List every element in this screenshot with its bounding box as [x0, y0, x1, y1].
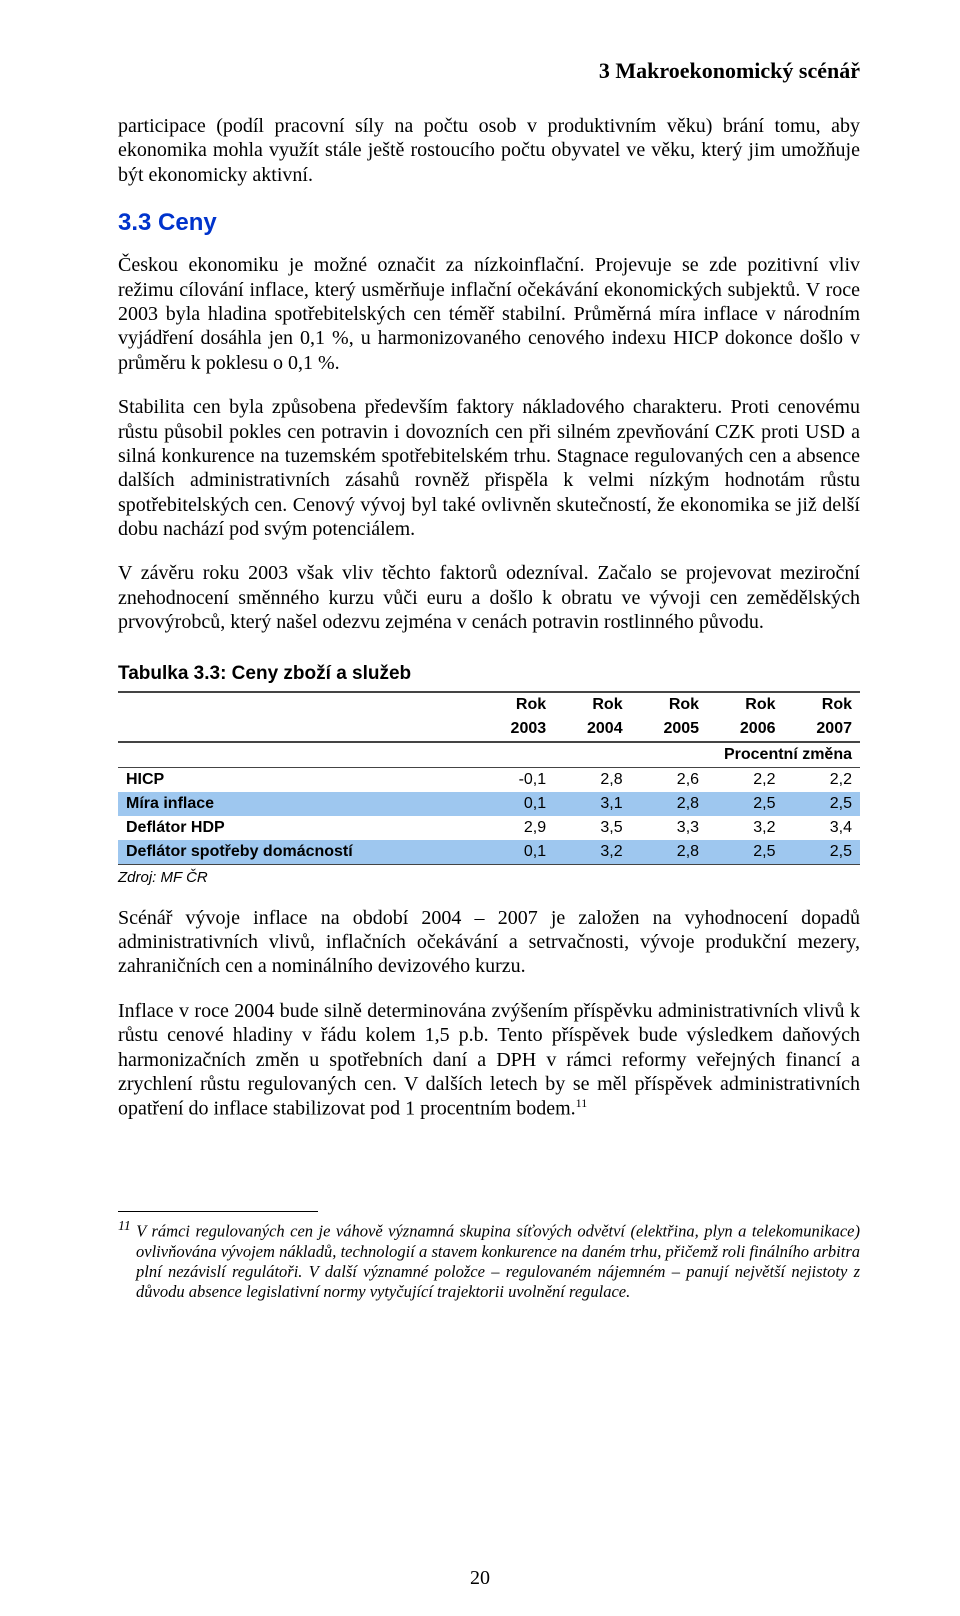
table-subheader-row: Procentní změna	[118, 742, 860, 768]
intro-paragraph: participace (podíl pracovní síly na počt…	[118, 114, 860, 187]
footnote-text: V rámci regulovaných cen je váhově význa…	[131, 1222, 860, 1301]
paragraph-5-text: Inflace v roce 2004 bude silně determino…	[118, 1000, 860, 1120]
table-cell: 0,1	[478, 840, 554, 865]
table-cell: 2,5	[784, 840, 861, 865]
table-cell: 3,5	[554, 816, 630, 840]
table-header-empty	[118, 692, 478, 717]
row-label: Deflátor spotřeby domácností	[118, 840, 478, 865]
paragraph-1: Českou ekonomiku je možné označit za níz…	[118, 253, 860, 375]
table-cell: 2,2	[707, 767, 783, 792]
table-cell: 0,1	[478, 792, 554, 816]
table-subheader: Procentní změna	[118, 742, 860, 768]
table-cell: 3,2	[707, 816, 783, 840]
table-col-label: Rok	[554, 692, 630, 717]
table-cell: 2,2	[784, 767, 861, 792]
table-row: Deflátor HDP 2,9 3,5 3,3 3,2 3,4	[118, 816, 860, 840]
table-cell: 2,5	[707, 840, 783, 865]
footnote-marker: 11	[118, 1218, 131, 1233]
table-year: 2006	[707, 717, 783, 742]
table-row: HICP -0,1 2,8 2,6 2,2 2,2	[118, 767, 860, 792]
table-row: Míra inflace 0,1 3,1 2,8 2,5 2,5	[118, 792, 860, 816]
table-col-label: Rok	[631, 692, 707, 717]
table-header-empty	[118, 717, 478, 742]
table-cell: 2,8	[631, 792, 707, 816]
table-cell: 3,1	[554, 792, 630, 816]
table-col-label: Rok	[784, 692, 861, 717]
table-cell: 3,4	[784, 816, 861, 840]
table-cell: 3,3	[631, 816, 707, 840]
document-page: 3 Makroekonomický scénář participace (po…	[0, 0, 960, 1616]
page-number: 20	[0, 1567, 960, 1590]
row-label: Míra inflace	[118, 792, 478, 816]
chapter-title: 3 Makroekonomický scénář	[118, 58, 860, 84]
table-cell: 2,6	[631, 767, 707, 792]
paragraph-3: V závěru roku 2003 však vliv těchto fakt…	[118, 561, 860, 634]
table-cell: 2,5	[784, 792, 861, 816]
footnote: 11 V rámci regulovaných cen je váhově vý…	[118, 1218, 860, 1302]
table-year: 2007	[784, 717, 861, 742]
table-year: 2003	[478, 717, 554, 742]
paragraph-4: Scénář vývoje inflace na období 2004 – 2…	[118, 906, 860, 979]
table-cell: 2,8	[631, 840, 707, 865]
table-cell: 3,2	[554, 840, 630, 865]
prices-table: Rok Rok Rok Rok Rok 2003 2004 2005 2006 …	[118, 691, 860, 865]
row-label: Deflátor HDP	[118, 816, 478, 840]
row-label: HICP	[118, 767, 478, 792]
footnote-rule	[118, 1211, 318, 1212]
table-source: Zdroj: MF ČR	[118, 869, 860, 886]
table-header-row-1: Rok Rok Rok Rok Rok	[118, 692, 860, 717]
section-heading: 3.3 Ceny	[118, 209, 860, 237]
table-header-row-2: 2003 2004 2005 2006 2007	[118, 717, 860, 742]
table-cell: 2,8	[554, 767, 630, 792]
table-title: Tabulka 3.3: Ceny zboží a služeb	[118, 663, 860, 685]
footnote-ref: 11	[576, 1096, 588, 1110]
table-row: Deflátor spotřeby domácností 0,1 3,2 2,8…	[118, 840, 860, 865]
table-year: 2004	[554, 717, 630, 742]
table-cell: 2,5	[707, 792, 783, 816]
paragraph-2: Stabilita cen byla způsobena především f…	[118, 395, 860, 541]
table-cell: -0,1	[478, 767, 554, 792]
table-cell: 2,9	[478, 816, 554, 840]
table-col-label: Rok	[478, 692, 554, 717]
table-year: 2005	[631, 717, 707, 742]
table-col-label: Rok	[707, 692, 783, 717]
paragraph-5: Inflace v roce 2004 bude silně determino…	[118, 999, 860, 1122]
